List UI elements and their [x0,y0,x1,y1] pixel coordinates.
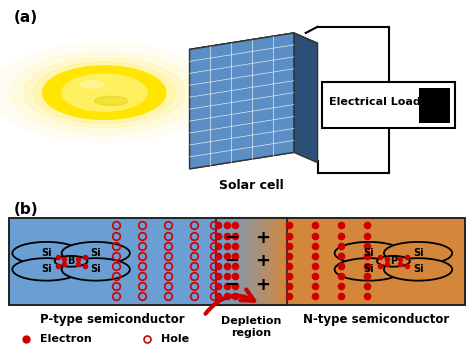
Circle shape [62,242,130,264]
Bar [253,218,256,305]
Polygon shape [294,33,318,163]
Polygon shape [190,33,294,169]
Bar [219,218,222,305]
Text: Si: Si [41,264,52,274]
Bar [256,218,259,305]
Circle shape [33,62,175,124]
Bar [267,218,270,305]
Bar [276,218,279,305]
Text: −: − [224,252,239,270]
Polygon shape [190,33,294,169]
Circle shape [9,51,199,134]
Bar [232,218,235,305]
Bar [218,218,220,305]
Bar [247,218,250,305]
Bar [227,218,229,305]
Text: Si: Si [364,264,374,274]
Text: Si: Si [91,248,101,258]
Bar [237,218,240,305]
Text: (b): (b) [14,202,39,217]
Text: Si: Si [413,264,423,274]
Text: N-type semiconductor: N-type semiconductor [302,312,449,326]
Circle shape [24,58,185,128]
Bar [274,218,277,305]
Circle shape [384,242,452,264]
Text: Depletion
region: Depletion region [221,316,282,338]
Polygon shape [190,33,318,60]
Circle shape [0,43,218,142]
Circle shape [377,256,410,267]
Circle shape [52,70,156,115]
Ellipse shape [81,81,104,88]
Bar [264,218,266,305]
FancyArrowPatch shape [206,290,254,314]
Bar [216,218,287,305]
Ellipse shape [95,96,128,105]
Text: −: − [224,229,239,247]
Text: Hole: Hole [161,334,189,344]
Bar [246,218,248,305]
Text: (a): (a) [14,10,38,25]
Bar [273,218,275,305]
Bar [262,218,264,305]
Text: Si: Si [41,248,52,258]
Bar [225,218,228,305]
Bar [278,218,281,305]
Bar [216,218,219,305]
Bar [285,218,288,305]
Text: +: + [255,229,271,247]
Circle shape [55,256,88,267]
Text: B: B [67,256,75,266]
Bar [260,218,263,305]
Bar [228,218,231,305]
Bar [242,218,245,305]
Text: Si: Si [413,248,423,258]
Bar [244,218,247,305]
Circle shape [62,258,130,281]
Bar [287,218,465,305]
Text: Solar cell: Solar cell [219,179,283,192]
Bar [221,218,224,305]
Circle shape [384,258,452,281]
Bar [419,87,450,122]
Text: Si: Si [364,248,374,258]
Bar [282,218,284,305]
Bar [235,218,238,305]
Bar [322,82,455,128]
Bar [239,218,241,305]
Bar [249,218,252,305]
Text: P: P [390,256,397,266]
Circle shape [335,242,403,264]
Text: −: − [224,276,239,294]
Bar [271,218,273,305]
Text: Electrical Load: Electrical Load [328,97,420,107]
Bar [265,218,268,305]
Bar [255,218,257,305]
Circle shape [12,242,81,264]
Bar [223,218,226,305]
Text: Si: Si [91,264,101,274]
Circle shape [335,258,403,281]
Bar [280,218,283,305]
Circle shape [43,66,166,119]
Bar [258,218,261,305]
Bar [283,218,286,305]
Text: +: + [255,276,271,294]
Bar [251,218,254,305]
Bar [240,218,243,305]
Circle shape [12,258,81,281]
Circle shape [62,74,147,111]
Bar [9,218,465,305]
Bar [269,218,272,305]
Text: +: + [255,252,271,270]
Text: Electron: Electron [40,334,92,344]
Bar [9,218,216,305]
Text: P-type semiconductor: P-type semiconductor [40,312,185,326]
Bar [233,218,236,305]
Bar [230,218,233,305]
